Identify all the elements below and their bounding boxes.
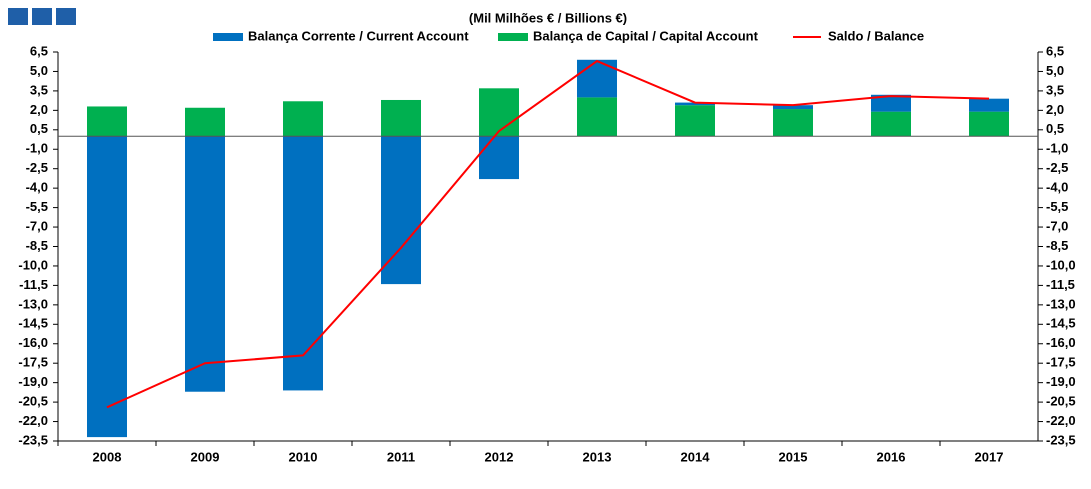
y2-tick-label: 6,5 <box>1046 43 1064 58</box>
y-tick-label: 2,0 <box>30 102 48 117</box>
bar <box>969 111 1009 137</box>
y-tick-label: -2,5 <box>26 160 48 175</box>
x-tick-label: 2008 <box>93 449 122 464</box>
y-tick-label: 6,5 <box>30 43 48 58</box>
y2-tick-label: -22,0 <box>1046 413 1076 428</box>
logo-block <box>56 8 76 25</box>
bar <box>773 109 813 137</box>
y2-tick-label: -11,5 <box>1046 277 1075 292</box>
bar <box>283 101 323 137</box>
legend-swatch <box>213 33 243 41</box>
y-tick-label: -16,0 <box>18 335 48 350</box>
bar <box>871 94 911 112</box>
x-tick-label: 2016 <box>877 449 906 464</box>
x-tick-label: 2009 <box>191 449 220 464</box>
x-tick-label: 2013 <box>583 449 612 464</box>
y2-tick-label: 2,0 <box>1046 102 1064 117</box>
y2-tick-label: -14,5 <box>1046 316 1076 331</box>
bar <box>87 136 127 438</box>
x-tick-label: 2010 <box>289 449 318 464</box>
y-tick-label: -13,0 <box>18 296 48 311</box>
y2-tick-label: -17,5 <box>1046 355 1076 370</box>
y2-tick-label: -23,5 <box>1046 432 1076 447</box>
y-tick-label: -19,0 <box>18 374 48 389</box>
bar <box>969 98 1009 112</box>
y-tick-label: -5,5 <box>26 199 48 214</box>
bar <box>577 59 617 98</box>
y2-tick-label: -7,0 <box>1046 218 1068 233</box>
y-tick-label: -8,5 <box>26 238 48 253</box>
x-tick-label: 2015 <box>779 449 808 464</box>
y2-tick-label: -19,0 <box>1046 374 1076 389</box>
y-tick-label: -14,5 <box>18 316 48 331</box>
bar <box>479 88 519 137</box>
x-tick-label: 2014 <box>681 449 711 464</box>
bar <box>185 136 225 392</box>
y2-tick-label: -8,5 <box>1046 238 1068 253</box>
bar <box>87 106 127 137</box>
y-tick-label: -22,0 <box>18 413 48 428</box>
bar <box>871 111 911 137</box>
y-tick-label: 3,5 <box>30 82 48 97</box>
y-tick-label: 5,0 <box>30 63 48 78</box>
bar <box>479 136 519 180</box>
y-tick-label: -23,5 <box>18 432 48 447</box>
x-tick-label: 2011 <box>387 449 415 464</box>
y2-tick-label: 5,0 <box>1046 63 1064 78</box>
logo-block <box>32 8 52 25</box>
y2-tick-label: -2,5 <box>1046 160 1068 175</box>
y2-tick-label: -4,0 <box>1046 180 1068 195</box>
y2-tick-label: -16,0 <box>1046 335 1076 350</box>
x-tick-label: 2017 <box>975 449 1004 464</box>
y-tick-label: 0,5 <box>30 121 48 136</box>
bar <box>283 136 323 391</box>
y-tick-label: -7,0 <box>26 218 48 233</box>
y-tick-label: -11,5 <box>19 277 48 292</box>
bar <box>675 105 715 137</box>
legend-swatch <box>498 33 528 41</box>
bar <box>185 107 225 137</box>
y-tick-label: -1,0 <box>26 141 48 156</box>
legend-label: Balança Corrente / Current Account <box>248 28 469 43</box>
y2-tick-label: -13,0 <box>1046 296 1076 311</box>
logo-block <box>8 8 28 25</box>
y2-tick-label: -1,0 <box>1046 141 1068 156</box>
y-tick-label: -4,0 <box>26 180 48 195</box>
bar <box>381 99 421 137</box>
bar <box>675 102 715 106</box>
chart-title: (Mil Milhões € / Billions €) <box>469 10 627 25</box>
y2-tick-label: -20,5 <box>1046 394 1076 409</box>
y2-tick-label: 0,5 <box>1046 121 1064 136</box>
y2-tick-label: -5,5 <box>1046 199 1068 214</box>
y2-tick-label: 3,5 <box>1046 82 1064 97</box>
legend-label: Saldo / Balance <box>828 28 924 43</box>
y-tick-label: -20,5 <box>18 394 48 409</box>
x-tick-label: 2012 <box>485 449 514 464</box>
bar <box>577 97 617 137</box>
legend-label: Balança de Capital / Capital Account <box>533 28 759 43</box>
bar <box>381 136 421 285</box>
bar <box>773 105 813 110</box>
y-tick-label: -17,5 <box>18 355 48 370</box>
line <box>106 59 990 409</box>
y2-tick-label: -10,0 <box>1046 257 1076 272</box>
y-tick-label: -10,0 <box>18 257 48 272</box>
